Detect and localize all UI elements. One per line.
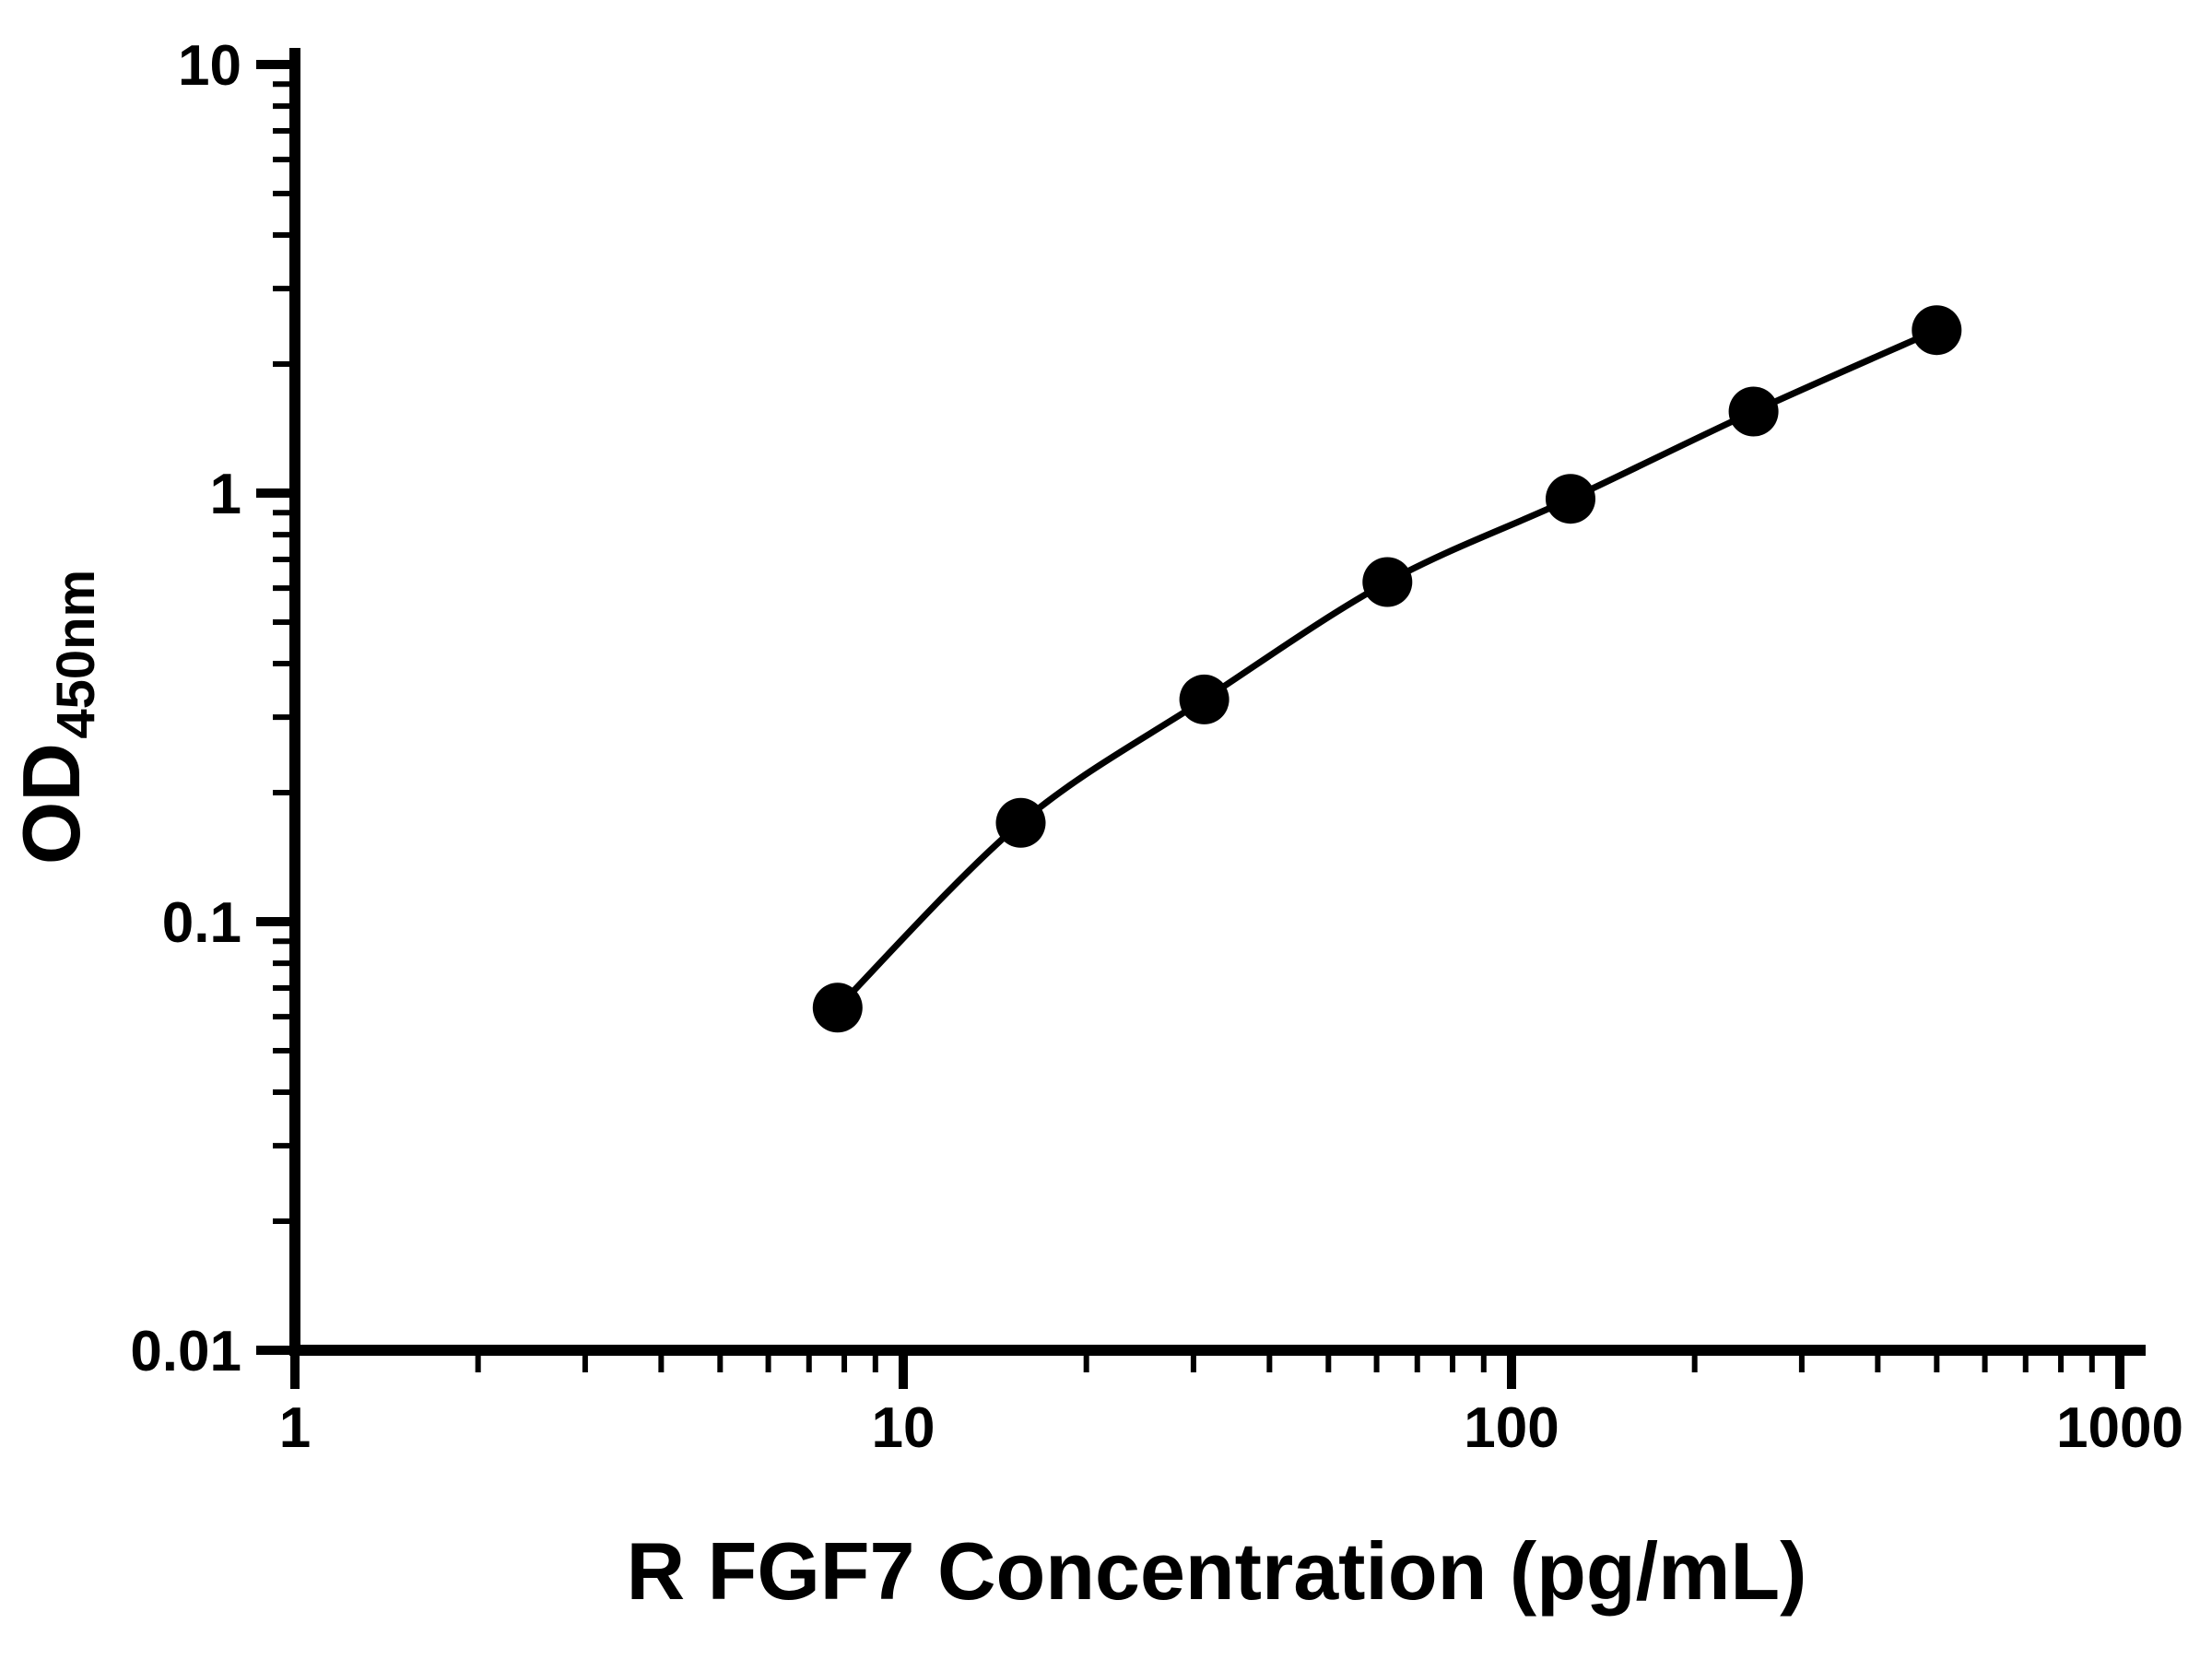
data-point bbox=[1728, 386, 1779, 437]
data-point bbox=[1362, 557, 1413, 607]
x-tick-label: 10 bbox=[872, 1396, 935, 1460]
axis-spines bbox=[289, 48, 2146, 1356]
data-point bbox=[995, 797, 1046, 848]
data-point bbox=[1546, 474, 1595, 524]
y-axis-title-main: OD bbox=[6, 743, 97, 865]
y-tick-label: 0.1 bbox=[162, 891, 241, 955]
axis-tick-labels: 1 10 100 1000 0.01 0.1 1 10 bbox=[130, 34, 2183, 1460]
data-series bbox=[812, 305, 1962, 1033]
fit-curve bbox=[835, 327, 1938, 1010]
y-tick-label: 10 bbox=[178, 34, 241, 98]
x-tick-label: 100 bbox=[1464, 1396, 1559, 1460]
x-tick-label: 1 bbox=[279, 1396, 311, 1460]
x-axis-title: R FGF7 Concentration (pg/mL) bbox=[627, 1525, 1807, 1617]
data-point bbox=[1912, 305, 1962, 356]
axis-ticks bbox=[256, 60, 2124, 1389]
data-point bbox=[812, 982, 863, 1033]
y-axis-title: OD 450nm bbox=[6, 570, 106, 865]
x-tick-label: 1000 bbox=[2056, 1396, 2183, 1460]
data-point bbox=[1179, 674, 1230, 724]
y-tick-label: 0.01 bbox=[130, 1320, 241, 1383]
y-axis-title-sub: 450nm bbox=[46, 570, 106, 739]
y-tick-label: 1 bbox=[210, 463, 241, 526]
